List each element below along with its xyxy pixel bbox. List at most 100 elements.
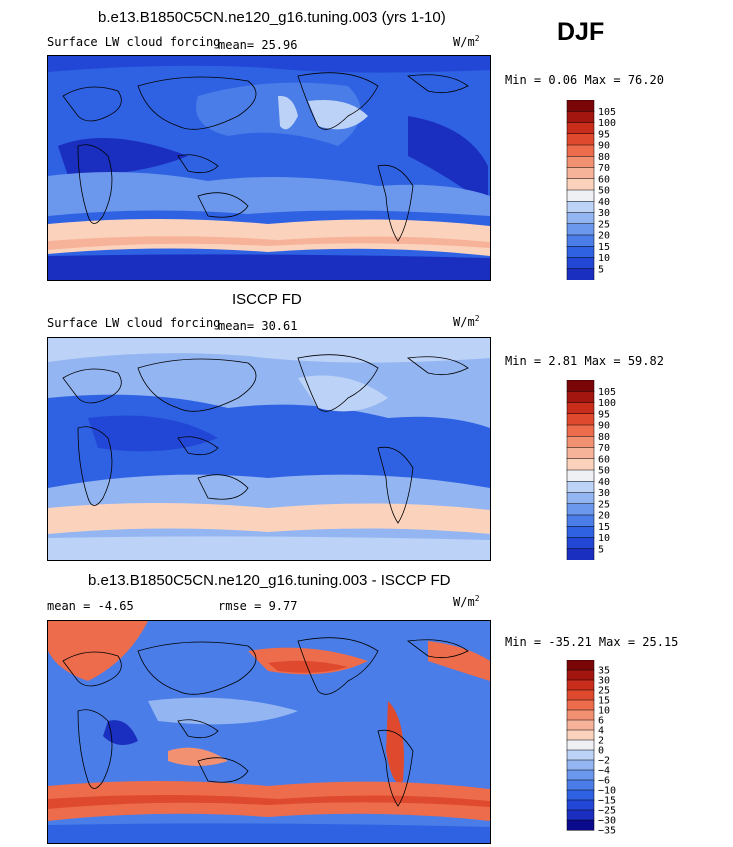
panel-3-colorbar-tick-label: 4 — [598, 726, 604, 737]
panel-1-colorbar-box-0 — [566, 100, 595, 112]
panel-3-colorbar-box-9 — [566, 749, 595, 761]
panel-2-colorbar-box-9 — [566, 481, 595, 494]
panel-1-units: W/m2 — [453, 34, 480, 49]
panel-2-colorbar-tick-label: 90 — [598, 421, 610, 432]
panel-2-colorbar-tick-label: 5 — [598, 544, 604, 555]
panel-1-colorbar-box-2 — [566, 122, 595, 135]
panel-3-title: b.e13.B1850C5CN.ne120_g16.tuning.003 - I… — [88, 572, 451, 589]
panel-2-colorbar-tick-label: 15 — [598, 522, 610, 533]
panel-2-colorbar-tick-label: 100 — [598, 398, 616, 409]
panel-3-colorbar-box-3 — [566, 689, 595, 701]
panel-2-colorbar-tick-label: 50 — [598, 466, 610, 477]
panel-3-colorbar-tick-label: 35 — [598, 666, 610, 677]
panel-2-colorbar-tick-label: 105 — [598, 387, 616, 398]
panel-1-colorbar-box-13 — [566, 246, 595, 259]
panel-3-colorbar-box-8 — [566, 739, 595, 751]
panel-3-colorbar-tick-label: −6 — [598, 776, 610, 787]
panel-3-colorbar-tick-label: 25 — [598, 686, 610, 697]
panel-1-map — [47, 55, 491, 281]
panel-1-colorbar-box-7 — [566, 178, 595, 191]
panel-3-rmse: rmse = 9.77 — [218, 599, 298, 613]
panel-3-colorbar-tick-label: 6 — [598, 716, 604, 727]
panel-2-colorbar-tick-label: 30 — [598, 488, 610, 499]
panel-1-colorbar-tick-label: 105 — [598, 107, 616, 118]
panel-1-variable: Surface LW cloud forcing — [47, 35, 221, 49]
panel-1-colorbar-tick-label: 90 — [598, 141, 610, 152]
panel-3-colorbar-box-6 — [566, 719, 595, 731]
panel-3-colorbar-tick-label: 10 — [598, 706, 610, 717]
units-exponent: 2 — [474, 594, 480, 603]
panel-2-colorbar-box-14 — [566, 537, 595, 550]
panel-3-colorbar-tick-label: 30 — [598, 676, 610, 687]
panel-1-colorbar-tick-label: 5 — [598, 264, 604, 275]
panel-2-colorbar-tick-label: 95 — [598, 409, 610, 420]
panel-1-colorbar-box-15 — [566, 268, 595, 280]
panel-1-colorbar-box-1 — [566, 111, 595, 124]
panel-3-colorbar-box-11 — [566, 769, 595, 781]
panel-3-colorbar-box-14 — [566, 799, 595, 811]
panel-1-colorbar-tick-label: 80 — [598, 152, 610, 163]
panel-2-colorbar-box-2 — [566, 402, 595, 415]
panel-2-mean: mean= 30.61 — [218, 319, 298, 333]
panel-3-colorbar-tick-label: −10 — [598, 786, 616, 797]
panel-2-colorbar-tick-label: 60 — [598, 454, 610, 465]
panel-1-colorbar-tick-label: 70 — [598, 163, 610, 174]
panel-3-colorbar-tick-label: −2 — [598, 756, 610, 767]
panel-1-colorbar-box-11 — [566, 223, 595, 236]
panel-2-minmax: Min = 2.81 Max = 59.82 — [505, 354, 664, 368]
panel-1-colorbar-box-10 — [566, 212, 595, 225]
panel-3-colorbar-box-2 — [566, 679, 595, 691]
panel-1-colorbar-tick-label: 15 — [598, 242, 610, 253]
panel-3-colorbar-box-1 — [566, 669, 595, 681]
panel-1-colorbar-box-12 — [566, 234, 595, 247]
panel-3-colorbar-tick-label: −25 — [598, 806, 616, 817]
panel-3-colorbar-box-16 — [566, 819, 595, 831]
panel-1-minmax: Min = 0.06 Max = 76.20 — [505, 73, 664, 87]
panel-3-minmax: Min = -35.21 Max = 25.15 — [505, 635, 679, 649]
units-text: W/m — [453, 35, 475, 49]
panel-2-colorbar-box-6 — [566, 447, 595, 460]
panel-1-colorbar-tick-label: 40 — [598, 197, 610, 208]
panel-1-colorbar-tick-label: 30 — [598, 208, 610, 219]
panel-3-colorbar-box-5 — [566, 709, 595, 721]
panel-2-colorbar-tick-label: 40 — [598, 477, 610, 488]
season-label: DJF — [557, 18, 605, 46]
panel-1-colorbar-box-6 — [566, 167, 595, 180]
panel-2-map — [47, 337, 491, 561]
panel-3-colorbar-box-12 — [566, 779, 595, 791]
panel-3-mean: mean = -4.65 — [47, 599, 134, 613]
panel-1-colorbar-tick-label: 60 — [598, 174, 610, 185]
panel-1-colorbar-box-5 — [566, 156, 595, 169]
panel-1-colorbar-box-4 — [566, 144, 595, 157]
panel-1-title: b.e13.B1850C5CN.ne120_g16.tuning.003 (yr… — [98, 9, 446, 26]
panel-3-colorbar-box-13 — [566, 789, 595, 801]
panel-3-colorbar-tick-label: −35 — [598, 826, 616, 837]
panel-2-colorbar-box-12 — [566, 514, 595, 527]
panel-3-units: W/m2 — [453, 594, 480, 609]
panel-1-colorbar-box-8 — [566, 189, 595, 202]
panel-2-colorbar-box-7 — [566, 458, 595, 471]
panel-1-colorbar-box-9 — [566, 201, 595, 214]
panel-2-colorbar-tick-label: 80 — [598, 432, 610, 443]
panel-1-colorbar-tick-label: 50 — [598, 186, 610, 197]
panel-3-map — [47, 620, 491, 844]
panel-2-colorbar-tick-label: 20 — [598, 511, 610, 522]
panel-2-variable: Surface LW cloud forcing — [47, 316, 221, 330]
panel-2-colorbar-box-13 — [566, 526, 595, 539]
panel-2-colorbar-box-4 — [566, 424, 595, 437]
panel-1-colorbar-tick-label: 95 — [598, 129, 610, 140]
panel-2-colorbar-box-11 — [566, 503, 595, 516]
units-text: W/m — [453, 315, 475, 329]
panel-3-colorbar-tick-label: 2 — [598, 736, 604, 747]
panel-3-colorbar-tick-label: 0 — [598, 746, 604, 757]
units-text: W/m — [453, 595, 475, 609]
panel-2-colorbar-tick-label: 10 — [598, 533, 610, 544]
panel-3-colorbar-tick-label: 15 — [598, 696, 610, 707]
units-exponent: 2 — [474, 34, 480, 43]
panel-2-colorbar-tick-label: 70 — [598, 443, 610, 454]
panel-1-colorbar-box-14 — [566, 257, 595, 270]
panel-1-mean: mean= 25.96 — [218, 38, 298, 52]
